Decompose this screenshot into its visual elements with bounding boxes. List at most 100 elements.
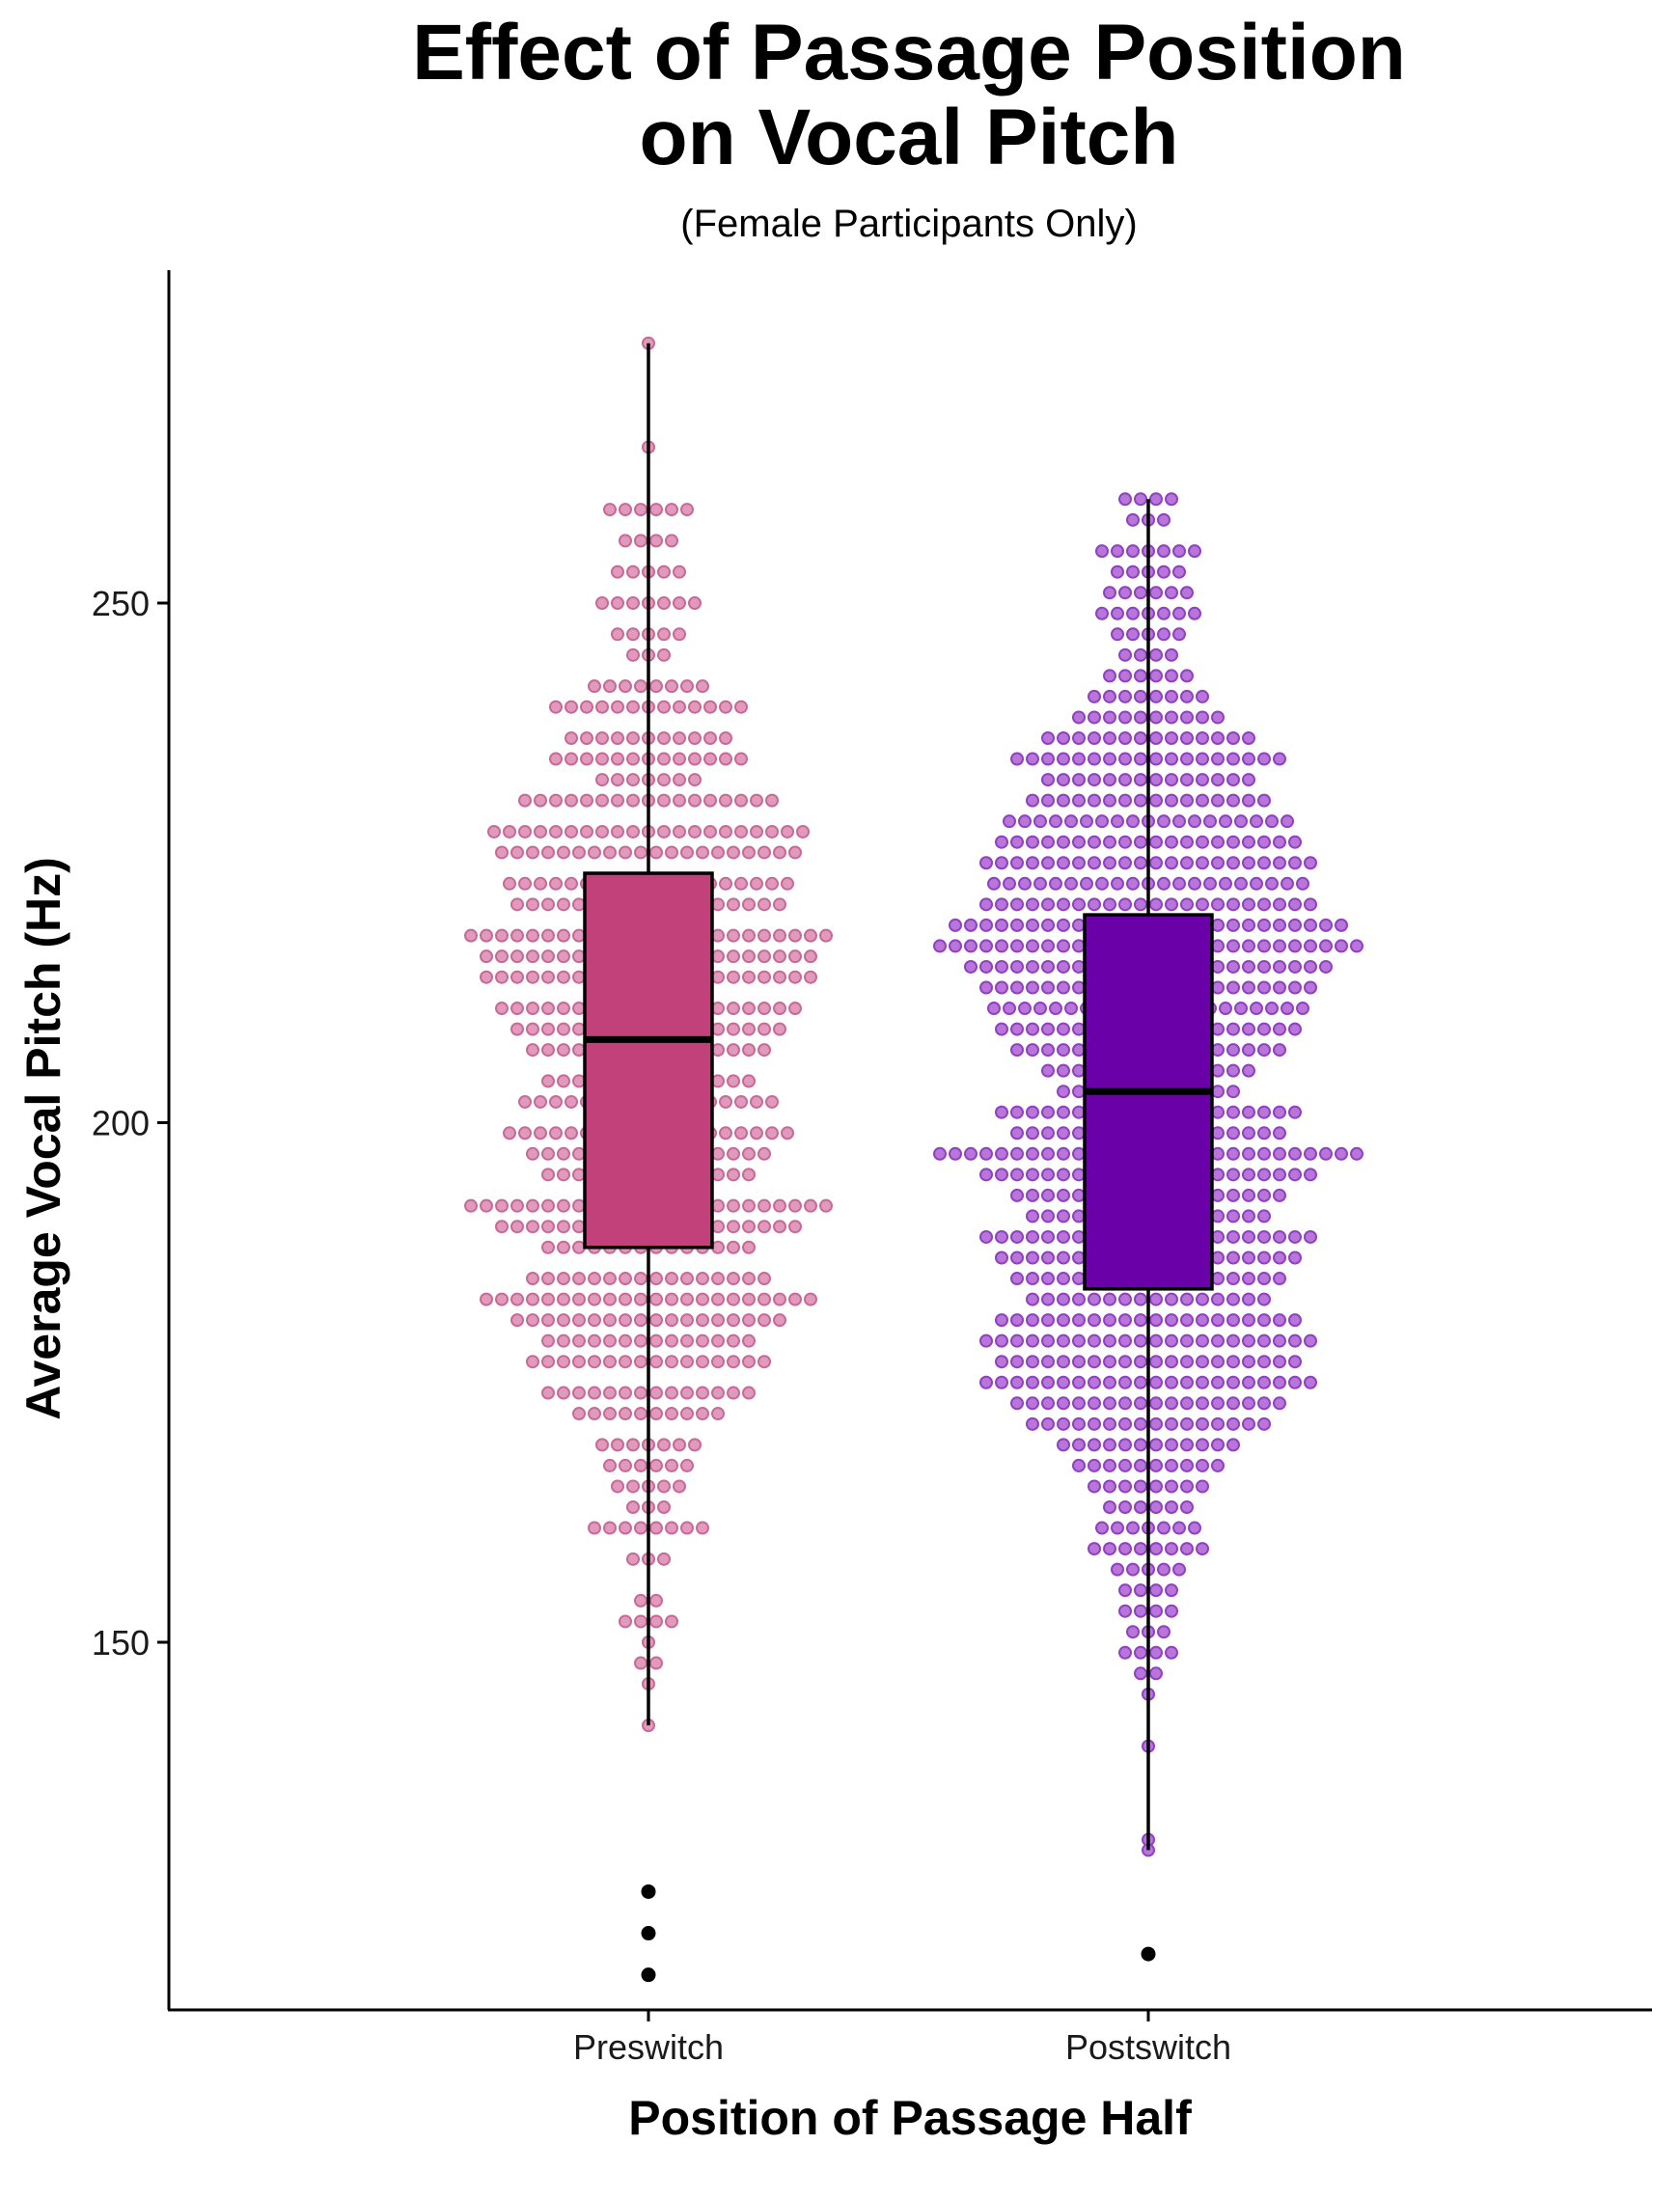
data-dot-postswitch	[1111, 1521, 1124, 1535]
data-dot-postswitch	[1103, 669, 1116, 683]
data-dot-postswitch	[1203, 876, 1217, 891]
data-dot-postswitch	[1118, 793, 1132, 808]
data-dot-postswitch	[1180, 1313, 1194, 1328]
data-dot-preswitch	[750, 824, 763, 838]
data-dot-preswitch	[657, 700, 671, 714]
data-dot-postswitch	[1211, 1229, 1225, 1244]
outlier-point-preswitch	[641, 1883, 656, 1899]
data-dot-preswitch	[541, 1272, 555, 1286]
data-dot-preswitch	[673, 773, 686, 787]
data-dot-postswitch	[1273, 939, 1286, 953]
data-dot-postswitch	[1242, 1416, 1255, 1431]
data-dot-preswitch	[510, 845, 524, 860]
data-dot-postswitch	[1149, 835, 1163, 849]
data-dot-preswitch	[757, 1043, 771, 1058]
data-dot-postswitch	[1072, 1043, 1086, 1058]
data-dot-postswitch	[1026, 897, 1039, 912]
data-dot-postswitch	[1072, 1251, 1086, 1265]
data-dot-postswitch	[987, 1002, 1001, 1016]
data-dot-preswitch	[649, 1521, 663, 1535]
data-dot-postswitch	[1026, 1146, 1039, 1161]
data-dot-postswitch	[1057, 897, 1070, 912]
data-dot-preswitch	[557, 1386, 570, 1400]
data-dot-postswitch	[1118, 1313, 1132, 1328]
data-dot-postswitch	[1180, 773, 1194, 787]
data-dot-preswitch	[510, 1313, 524, 1328]
data-dot-preswitch	[626, 564, 640, 579]
data-dot-postswitch	[1010, 897, 1024, 912]
data-dot-postswitch	[1072, 1022, 1086, 1036]
data-dot-postswitch	[1103, 1292, 1116, 1306]
data-dot-postswitch	[1126, 1521, 1140, 1535]
data-dot-postswitch	[1288, 980, 1302, 995]
data-dot-postswitch	[1180, 1396, 1194, 1411]
data-dot-preswitch	[727, 1043, 740, 1058]
data-dot-preswitch	[619, 1386, 632, 1400]
data-dot-postswitch	[1226, 897, 1240, 912]
data-dot-postswitch	[1041, 918, 1055, 932]
data-dot-postswitch	[1072, 1458, 1086, 1472]
data-dot-postswitch	[1134, 897, 1147, 912]
data-dot-postswitch	[1072, 1416, 1086, 1431]
data-dot-preswitch	[734, 876, 748, 891]
data-dot-postswitch	[1219, 814, 1232, 829]
data-dot-postswitch	[1350, 939, 1363, 953]
data-dot-preswitch	[781, 824, 794, 838]
data-dot-postswitch	[1273, 959, 1286, 974]
data-dot-preswitch	[626, 1499, 640, 1514]
data-dot-postswitch	[1057, 1416, 1070, 1431]
data-dot-postswitch	[1041, 1272, 1055, 1286]
data-dot-postswitch	[1165, 492, 1178, 507]
data-dot-preswitch	[611, 627, 624, 642]
data-dot-postswitch	[1010, 856, 1024, 870]
data-dot-preswitch	[626, 627, 640, 642]
box-preswitch	[583, 871, 714, 1250]
data-dot-postswitch	[1196, 773, 1209, 787]
data-dot-preswitch	[580, 700, 593, 714]
data-dot-preswitch	[572, 1043, 586, 1058]
data-dot-postswitch	[1088, 1355, 1101, 1369]
data-dot-postswitch	[1126, 544, 1140, 559]
data-dot-postswitch	[1118, 647, 1132, 662]
data-dot-postswitch	[1041, 1313, 1055, 1328]
data-dot-preswitch	[649, 1386, 663, 1400]
data-dot-preswitch	[742, 1355, 756, 1369]
data-dot-preswitch	[603, 1313, 617, 1328]
data-dot-postswitch	[1165, 1313, 1178, 1328]
data-dot-preswitch	[657, 647, 671, 662]
data-dot-postswitch	[1219, 1002, 1232, 1016]
data-dot-postswitch	[1242, 1043, 1255, 1058]
data-dot-postswitch	[1103, 835, 1116, 849]
data-dot-preswitch	[734, 824, 748, 838]
data-dot-preswitch	[742, 1168, 756, 1182]
data-dot-postswitch	[1250, 1002, 1263, 1016]
data-dot-postswitch	[1165, 1292, 1178, 1306]
data-dot-preswitch	[572, 1022, 586, 1036]
data-dot-preswitch	[727, 1240, 740, 1254]
data-dot-postswitch	[1211, 773, 1225, 787]
data-dot-preswitch	[619, 1272, 632, 1286]
data-dot-preswitch	[572, 897, 586, 912]
data-dot-preswitch	[727, 1022, 740, 1036]
data-dot-postswitch	[933, 939, 947, 953]
data-dot-postswitch	[1226, 752, 1240, 766]
data-dot-preswitch	[619, 534, 632, 548]
data-dot-postswitch	[1211, 856, 1225, 870]
data-dot-preswitch	[711, 1407, 725, 1421]
data-dot-preswitch	[711, 1220, 725, 1234]
data-dot-preswitch	[688, 700, 702, 714]
data-dot-preswitch	[680, 1355, 694, 1369]
data-dot-preswitch	[549, 824, 563, 838]
data-dot-postswitch	[1242, 1396, 1255, 1411]
data-dot-postswitch	[1304, 1168, 1317, 1182]
data-dot-postswitch	[1196, 1416, 1209, 1431]
data-dot-postswitch	[1257, 1333, 1271, 1348]
data-dot-postswitch	[1242, 1022, 1255, 1036]
data-dot-preswitch	[649, 1333, 663, 1348]
data-dot-postswitch	[1049, 814, 1062, 829]
data-dot-postswitch	[1172, 564, 1186, 579]
data-dot-postswitch	[1226, 1105, 1240, 1119]
data-dot-preswitch	[757, 1198, 771, 1213]
data-dot-postswitch	[1165, 1499, 1178, 1514]
